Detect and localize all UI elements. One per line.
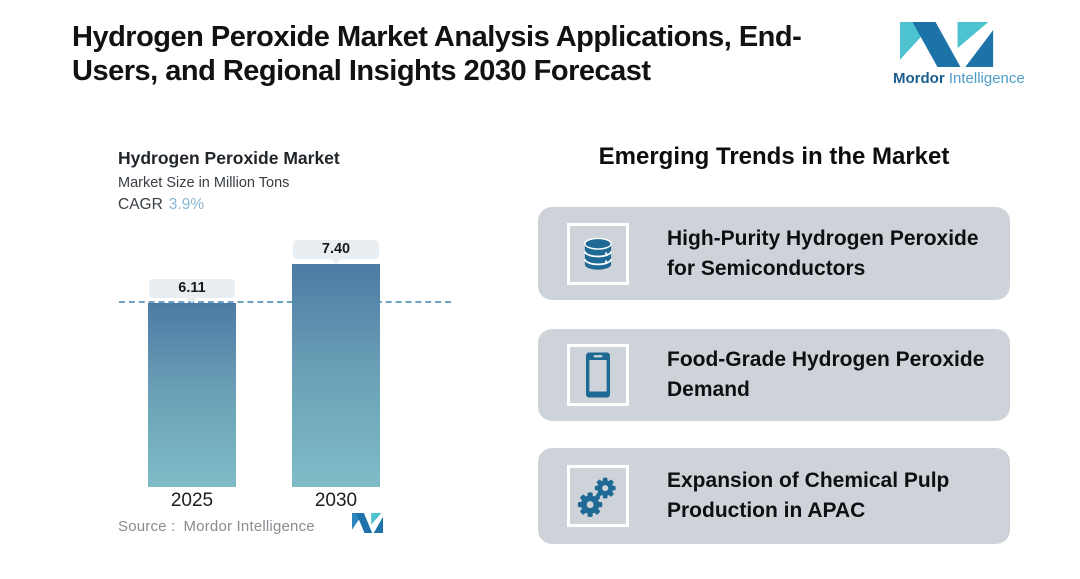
brand-m-icon [900, 22, 994, 67]
cagr-label: CAGR [118, 196, 163, 213]
trend-text: Expansion of Chemical Pulp Production in… [667, 469, 950, 522]
trend-icon-box [567, 222, 629, 285]
brand-wordmark: Mordor Intelligence [893, 70, 1025, 87]
chart-subtitle: Market Size in Million Tons [118, 175, 290, 191]
smartphone-icon [586, 352, 610, 398]
gears-icon [577, 477, 616, 517]
trend-text: Food-Grade Hydrogen Peroxide Demand [667, 348, 985, 401]
database-icon [584, 237, 612, 270]
brand-name-light: Intelligence [948, 70, 1025, 87]
value-label-2030-text: 7.40 [321, 241, 351, 257]
axis-label-2025: 2025 [170, 490, 214, 511]
page-title-line1: Hydrogen Peroxide Market Analysis Applic… [72, 21, 802, 53]
bar-2025 [148, 302, 236, 487]
value-label-pointer [330, 258, 342, 264]
reference-dashed-line [119, 300, 451, 303]
bar-2030 [292, 264, 380, 487]
source-label: Source : [118, 518, 176, 535]
trends-heading: Emerging Trends in the Market [598, 143, 950, 170]
cagr-value: 3.9% [168, 196, 205, 213]
page-title-line2: Users, and Regional Insights 2030 Foreca… [72, 55, 651, 87]
chart-title: Hydrogen Peroxide Market [118, 148, 340, 168]
value-label-pointer [186, 296, 198, 303]
source-row: Source : Mordor Intelligence [118, 518, 315, 535]
brand-m-small-icon [352, 513, 384, 533]
trend-text: High-Purity Hydrogen Peroxide for Semico… [667, 226, 979, 280]
trend-icon-box [567, 465, 629, 527]
value-label-2025-text: 6.11 [178, 279, 206, 296]
trend-card-high-purity: High-Purity Hydrogen Peroxide for Semico… [538, 207, 1010, 300]
source-value: Mordor Intelligence [183, 518, 315, 535]
page-title: Hydrogen Peroxide Market Analysis Applic… [72, 20, 882, 88]
value-label-2025: 6.11 [149, 278, 235, 303]
trend-card-food-grade: Food-Grade Hydrogen Peroxide Demand [538, 329, 1010, 421]
mordor-intelligence-logo: Mordor Intelligence [893, 22, 1025, 87]
brand-name-bold: Mordor [893, 70, 945, 87]
axis-label-2030: 2030 [314, 490, 358, 511]
trend-icon-box [567, 344, 629, 406]
trend-card-pulp-expansion: Expansion of Chemical Pulp Production in… [538, 448, 1010, 544]
value-label-2030: 7.40 [293, 240, 379, 264]
chart-cagr: CAGR 3.9% [118, 196, 204, 214]
